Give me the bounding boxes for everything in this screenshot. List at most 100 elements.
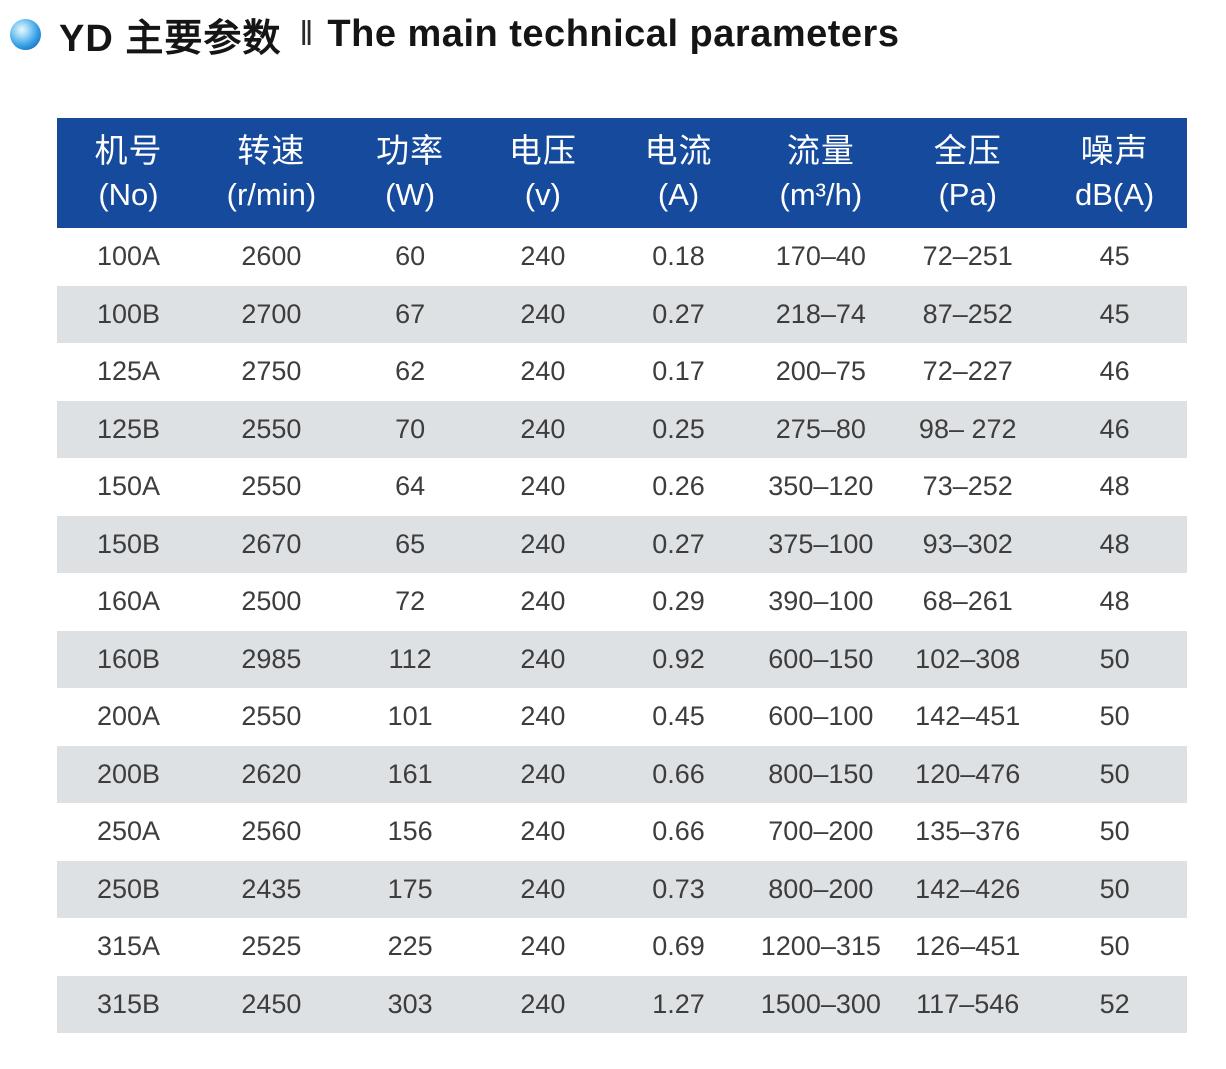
- table-cell: 200–75: [775, 356, 866, 387]
- table-row: 100B 2700 67 240 0.27 218–74 87–252 45: [57, 285, 1187, 343]
- table-cell: 120–476: [915, 758, 1021, 789]
- table-cell: 64: [395, 471, 426, 502]
- table-row: 160A 2500 72 240 0.29 390–100 68–261 48: [57, 573, 1187, 631]
- table-cell: 2700: [241, 298, 302, 329]
- table-cell: 240: [520, 988, 566, 1019]
- table-cell: 73–252: [922, 471, 1013, 502]
- table-cell: 2550: [241, 701, 302, 732]
- table-cell: 161: [387, 758, 433, 789]
- table-cell: 0.27: [652, 298, 705, 329]
- table-cell: 240: [520, 413, 566, 444]
- table-cell: 2500: [241, 586, 302, 617]
- table-row: 250B 2435 175 240 0.73 800–200 142–426 50: [57, 860, 1187, 918]
- table-row: 315A 2525 225 240 0.69 1200–315 126–451 50: [57, 918, 1187, 976]
- table-cell: 240: [520, 701, 566, 732]
- table-cell: 50: [1099, 701, 1130, 732]
- table-cell: 2435: [241, 873, 302, 904]
- table-cell: 87–252: [922, 298, 1013, 329]
- table-cell: 240: [520, 758, 566, 789]
- table-cell: 50: [1099, 643, 1130, 674]
- header-unit: (No): [98, 177, 159, 212]
- table-cell: 250B: [96, 873, 160, 904]
- table-cell: 0.18: [652, 241, 705, 272]
- header-cell-voltage: 电压 (v): [477, 129, 608, 217]
- table-cell: 2600: [241, 241, 302, 272]
- table-cell: 150B: [96, 528, 160, 559]
- table-cell: 48: [1099, 471, 1130, 502]
- table-cell: 2670: [241, 528, 302, 559]
- table-cell: 303: [387, 988, 433, 1019]
- table-row: 125A 2750 62 240 0.17 200–75 72–227 46: [57, 343, 1187, 401]
- table-row: 150A 2550 64 240 0.26 350–120 73–252 48: [57, 458, 1187, 516]
- page-title-cn: YD 主要参数: [59, 17, 282, 60]
- table-cell: 315B: [96, 988, 160, 1019]
- header-cell-speed: 转速 (r/min): [200, 129, 343, 217]
- table-cell: 2985: [241, 643, 302, 674]
- table-cell: 0.69: [652, 931, 705, 962]
- page-title-en: The main technical parameters: [327, 12, 900, 55]
- table-row: 200A 2550 101 240 0.45 600–100 142–451 50: [57, 688, 1187, 746]
- table-cell: 112: [388, 643, 432, 674]
- table-cell: 225: [387, 931, 433, 962]
- table-cell: 600–150: [768, 643, 874, 674]
- blue-sphere-bullet-icon: [10, 18, 41, 50]
- table-cell: 200A: [96, 701, 160, 732]
- table-cell: 218–74: [775, 298, 866, 329]
- table-cell: 160A: [96, 586, 160, 617]
- table-header: 机号 (No) 转速 (r/min) 功率 (W) 电压 (v) 电流 (A) …: [57, 118, 1187, 228]
- table-cell: 117–546: [916, 988, 1020, 1019]
- table-cell: 1500–300: [760, 988, 881, 1019]
- table-cell: 62: [395, 356, 426, 387]
- header-label: 电流: [644, 132, 713, 169]
- table-cell: 240: [520, 356, 566, 387]
- table-cell: 240: [520, 586, 566, 617]
- table-row: 315B 2450 303 240 1.27 1500–300 117–546 52: [57, 975, 1187, 1033]
- table-cell: 65: [395, 528, 426, 559]
- table-row: 200B 2620 161 240 0.66 800–150 120–476 50: [57, 745, 1187, 803]
- table-cell: 375–100: [768, 528, 874, 559]
- table-cell: 50: [1099, 873, 1130, 904]
- table-row: 125B 2550 70 240 0.25 275–80 98– 272 46: [57, 400, 1187, 458]
- table-cell: 1.27: [652, 988, 705, 1019]
- header-label: 噪声: [1080, 132, 1149, 169]
- table-cell: 48: [1099, 528, 1130, 559]
- table-cell: 2550: [241, 413, 302, 444]
- table-cell: 48: [1099, 586, 1130, 617]
- header-unit: (W): [385, 177, 436, 212]
- table-cell: 800–150: [768, 758, 874, 789]
- table-cell: 240: [520, 931, 566, 962]
- table-cell: 45: [1099, 241, 1130, 272]
- table-cell: 100A: [96, 241, 160, 272]
- title-separator: ‖: [299, 14, 314, 53]
- table-cell: 390–100: [768, 586, 874, 617]
- table-cell: 102–308: [915, 643, 1021, 674]
- table-cell: 72–251: [922, 241, 1013, 272]
- table-cell: 200B: [96, 758, 160, 789]
- header-label: 流量: [786, 132, 855, 169]
- header-cell-current: 电流 (A): [608, 129, 748, 217]
- table-cell: 156: [387, 816, 433, 847]
- table-cell: 68–261: [922, 586, 1013, 617]
- table-cell: 125B: [96, 413, 160, 444]
- header-cell-pressure: 全压 (Pa): [893, 129, 1042, 217]
- table-cell: 240: [520, 298, 566, 329]
- table-cell: 72–227: [922, 356, 1013, 387]
- parameters-table: 机号 (No) 转速 (r/min) 功率 (W) 电压 (v) 电流 (A) …: [57, 118, 1187, 1033]
- table-cell: 100B: [96, 298, 160, 329]
- table-cell: 0.66: [652, 816, 705, 847]
- table-cell: 0.25: [652, 413, 705, 444]
- table-cell: 1200–315: [760, 931, 881, 962]
- table-cell: 240: [520, 528, 566, 559]
- table-row: 250A 2560 156 240 0.66 700–200 135–376 50: [57, 803, 1187, 861]
- table-body: 100A 2600 60 240 0.18 170–40 72–251 45 100B 2700 6…: [57, 228, 1187, 1033]
- table-cell: 0.26: [652, 471, 705, 502]
- table-cell: 67: [395, 298, 426, 329]
- table-cell: 240: [520, 643, 566, 674]
- table-cell: 240: [520, 471, 566, 502]
- table-cell: 0.73: [652, 873, 705, 904]
- table-cell: 2750: [241, 356, 302, 387]
- table-cell: 2550: [241, 471, 302, 502]
- table-cell: 126–451: [915, 931, 1021, 962]
- table-cell: 240: [520, 873, 566, 904]
- table-cell: 2450: [241, 988, 302, 1019]
